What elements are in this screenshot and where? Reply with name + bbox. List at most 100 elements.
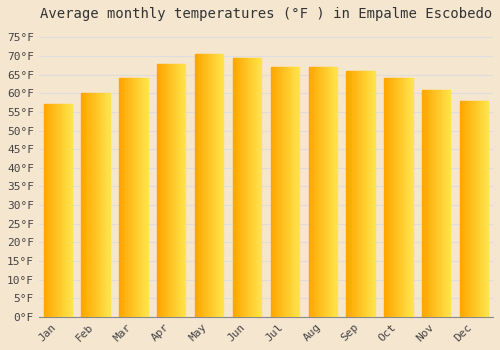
Bar [282,67,284,317]
Bar [360,71,362,317]
Bar [167,63,168,317]
Bar [349,71,350,317]
Bar [324,67,326,317]
Bar [129,78,130,317]
Bar [83,93,84,317]
Bar [270,67,272,317]
Bar [90,93,92,317]
Bar [446,90,448,317]
Bar [286,67,288,317]
Bar [336,67,337,317]
Bar [284,67,285,317]
Bar [222,54,224,317]
Bar [52,105,54,317]
Bar [135,78,136,317]
Bar [432,90,434,317]
Bar [70,105,72,317]
Bar [206,54,208,317]
Bar [411,78,412,317]
Bar [45,105,46,317]
Bar [370,71,372,317]
Bar [295,67,296,317]
Bar [272,67,274,317]
Bar [429,90,430,317]
Bar [487,101,488,317]
Bar [120,78,122,317]
Bar [308,67,310,317]
Bar [87,93,88,317]
Bar [372,71,374,317]
Bar [260,58,261,317]
Bar [166,63,167,317]
Bar [236,58,237,317]
Bar [320,67,322,317]
Bar [410,78,411,317]
Title: Average monthly temperatures (°F ) in Empalme Escobedo: Average monthly temperatures (°F ) in Em… [40,7,492,21]
Bar [244,58,246,317]
Bar [470,101,472,317]
Bar [64,105,65,317]
Bar [422,90,424,317]
Bar [218,54,219,317]
Bar [387,78,388,317]
Bar [462,101,463,317]
Bar [107,93,108,317]
Bar [182,63,184,317]
Bar [386,78,387,317]
Bar [247,58,248,317]
Bar [330,67,331,317]
Bar [212,54,214,317]
Bar [146,78,148,317]
Bar [126,78,128,317]
Bar [362,71,364,317]
Bar [439,90,440,317]
Bar [142,78,144,317]
Bar [250,58,252,317]
Bar [216,54,218,317]
Bar [177,63,178,317]
Bar [220,54,222,317]
Bar [54,105,55,317]
Bar [208,54,209,317]
Bar [365,71,366,317]
Bar [288,67,289,317]
Bar [44,105,45,317]
Bar [246,58,247,317]
Bar [477,101,478,317]
Bar [366,71,368,317]
Bar [481,101,482,317]
Bar [290,67,292,317]
Bar [448,90,449,317]
Bar [94,93,96,317]
Bar [242,58,244,317]
Bar [298,67,299,317]
Bar [294,67,295,317]
Bar [440,90,442,317]
Bar [390,78,392,317]
Bar [60,105,62,317]
Bar [464,101,466,317]
Bar [486,101,487,317]
Bar [316,67,317,317]
Bar [404,78,406,317]
Bar [68,105,69,317]
Bar [478,101,480,317]
Bar [106,93,107,317]
Bar [125,78,126,317]
Bar [204,54,205,317]
Bar [48,105,49,317]
Bar [402,78,404,317]
Bar [426,90,428,317]
Bar [164,63,166,317]
Bar [136,78,138,317]
Bar [92,93,94,317]
Bar [296,67,298,317]
Bar [172,63,174,317]
Bar [62,105,64,317]
Bar [215,54,216,317]
Bar [49,105,50,317]
Bar [256,58,257,317]
Bar [82,93,83,317]
Bar [388,78,390,317]
Bar [434,90,435,317]
